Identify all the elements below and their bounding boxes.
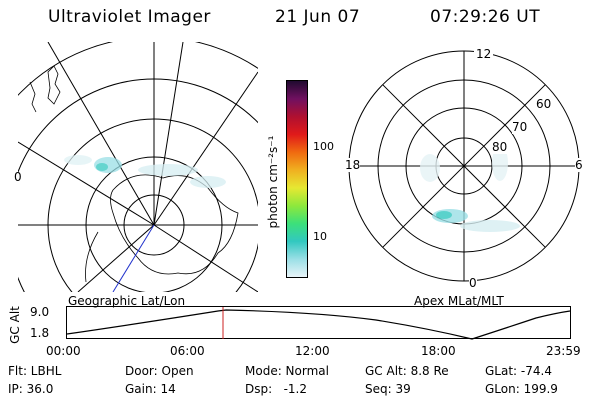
colorbar-tick-100: 100 — [313, 140, 334, 153]
info-gcalt: GC Alt: 8.8 Re — [365, 364, 449, 378]
mlat-label-70: 70 — [512, 120, 528, 134]
magnetic-polar-plot — [348, 50, 580, 282]
right-panel-caption: Apex MLat/MLT — [414, 294, 504, 308]
alt-xtick-2359: 23:59 — [546, 344, 581, 358]
colorbar — [286, 80, 308, 278]
info-door: Door: Open — [125, 364, 194, 378]
info-flt: Flt: LBHL — [8, 364, 62, 378]
alt-xtick-0600: 06:00 — [170, 344, 205, 358]
alt-xtick-1200: 12:00 — [295, 344, 330, 358]
info-seq: Seq: 39 — [365, 382, 411, 396]
mlat-label-80: 80 — [492, 140, 508, 154]
left-panel-edge-label: 0 — [14, 170, 22, 184]
colorbar-gradient — [287, 81, 307, 277]
mlat-label-60: 60 — [536, 97, 552, 111]
observation-date: 21 Jun 07 — [275, 7, 361, 27]
altitude-plot — [66, 306, 571, 340]
left-panel-caption: Geographic Lat/Lon — [68, 294, 186, 308]
mlt-label-18: 18 — [345, 158, 361, 172]
geographic-map — [18, 42, 258, 292]
colorbar-tick-10: 10 — [313, 230, 327, 243]
alt-xtick-0000: 00:00 — [46, 344, 81, 358]
mlt-label-12: 12 — [474, 47, 494, 61]
alt-plot-ylabel: GC Alt — [7, 306, 22, 344]
alt-ytick-9: 9.0 — [30, 305, 50, 319]
colorbar-unit-label: photon cm⁻²s⁻¹ — [266, 135, 280, 229]
info-glon: GLon: 199.9 — [485, 382, 558, 396]
info-dsp: Dsp: -1.2 — [245, 382, 308, 396]
info-mode: Mode: Normal — [245, 364, 329, 378]
info-ip: IP: 36.0 — [8, 382, 54, 396]
alt-xtick-1800: 18:00 — [421, 344, 456, 358]
instrument-title: Ultraviolet Imager — [48, 7, 211, 27]
mlt-label-6: 6 — [575, 158, 583, 172]
observation-time: 07:29:26 UT — [430, 7, 541, 27]
mlt-label-0: 0 — [469, 276, 477, 290]
info-gain: Gain: 14 — [125, 382, 176, 396]
alt-ytick-1-8: 1.8 — [30, 326, 50, 340]
info-glat: GLat: -74.4 — [485, 364, 552, 378]
